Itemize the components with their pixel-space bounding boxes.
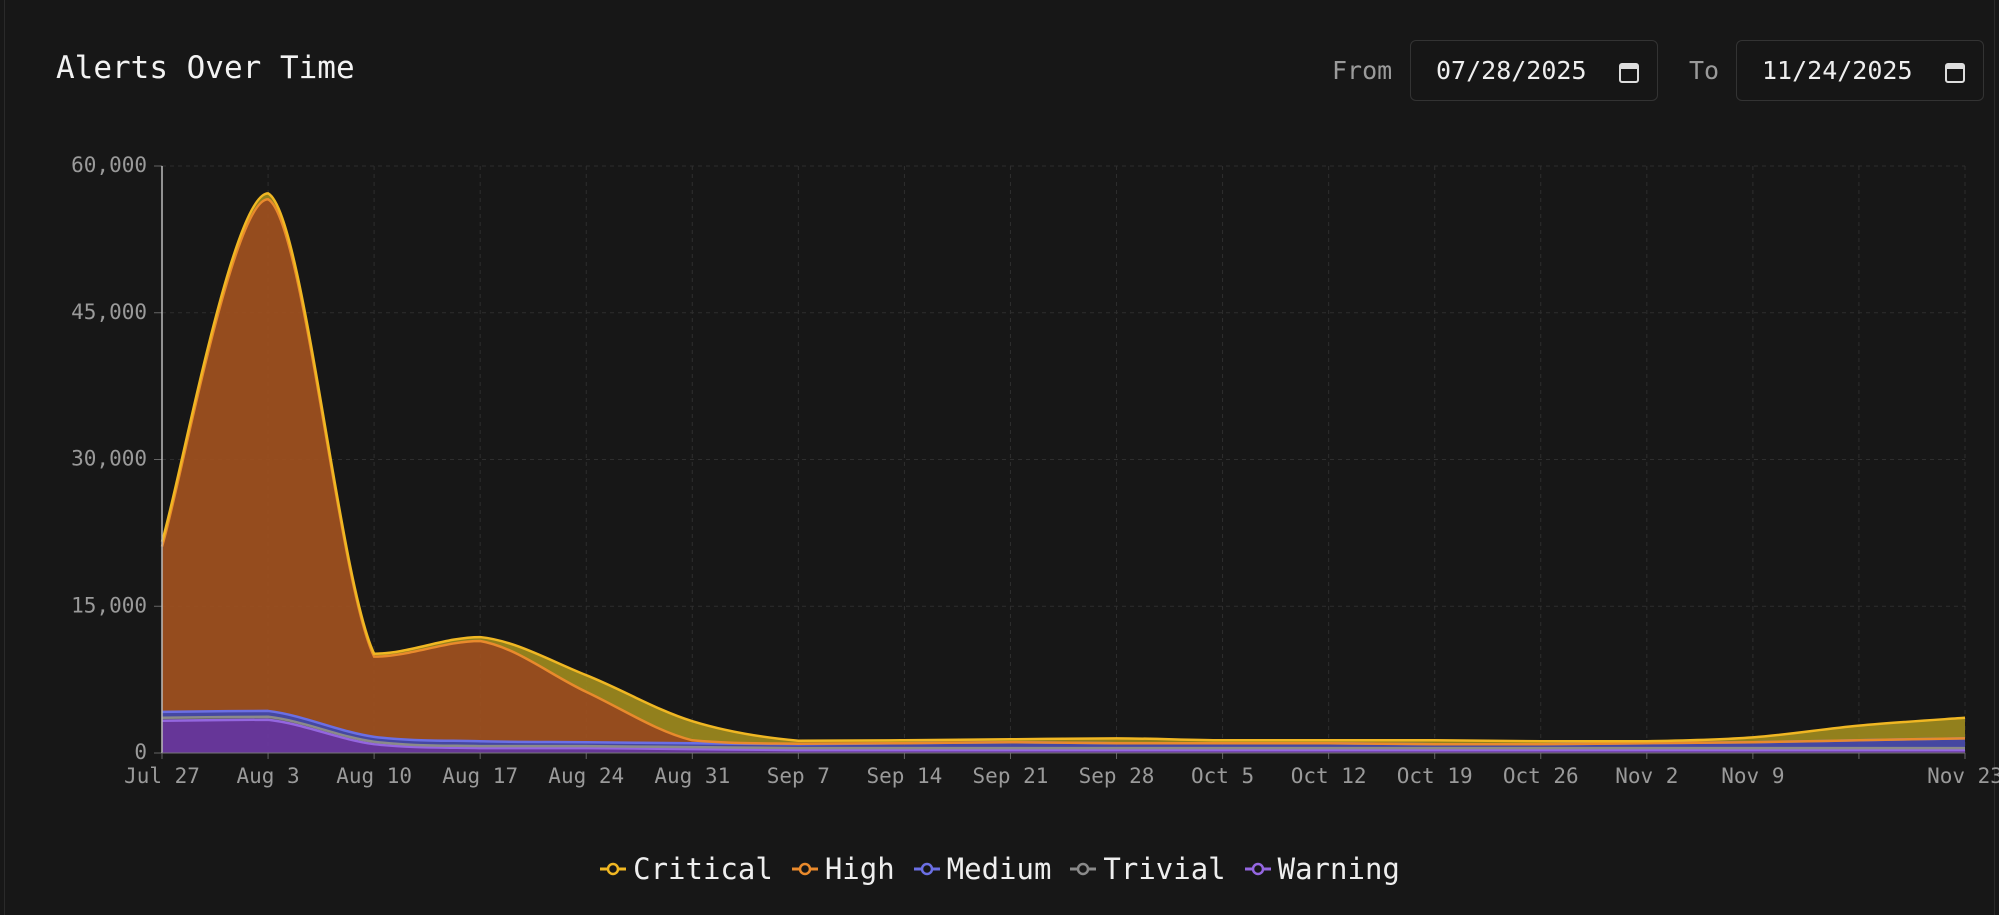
x-tick-label: Oct 26 [1503,764,1579,788]
legend-label: Warning [1277,852,1400,886]
legend-label: Medium [946,852,1052,886]
x-tick-label: Oct 12 [1291,764,1367,788]
legend-item[interactable]: Trivial [1069,852,1226,886]
area [162,710,1965,749]
from-date[interactable]: 07/28/2025 [1410,40,1658,101]
calendar-icon [1619,63,1639,83]
legend-item[interactable]: Critical [599,852,773,886]
legend-swatch [1244,862,1271,876]
x-tick-label: Aug 3 [236,764,299,788]
legend-label: Trivial [1103,852,1226,886]
to-value: 11/24/2025 [1762,56,1913,85]
x-tick-label: Oct 5 [1191,764,1254,788]
x-tick-label: Aug 17 [442,764,518,788]
legend-swatch [1070,862,1097,876]
x-tick-label: Nov 9 [1721,764,1784,788]
x-tick-label: Oct 19 [1397,764,1473,788]
x-tick-label: Sep 28 [1079,764,1155,788]
x-tick-label: Jul 27 [124,764,200,788]
y-tick-label: 0 [134,740,147,764]
legend-label: High [824,852,895,886]
y-tick-label: 45,000 [71,300,147,324]
area [162,199,1965,745]
from-label: From [1332,56,1393,85]
legend-item[interactable]: High [791,852,895,886]
legend-label: Critical [633,852,773,886]
legend-swatch [791,862,818,876]
calendar-icon [1945,63,1965,83]
chart-title: Alerts Over Time [56,50,355,86]
y-tick-label: 15,000 [71,593,147,617]
line [161,715,1965,750]
legend-swatch [913,862,940,876]
x-tick-label: Aug 31 [654,764,730,788]
legend-swatch [600,862,627,876]
y-tick-label: 30,000 [71,447,147,471]
legend-item[interactable]: Warning [1244,852,1400,886]
x-tick-label: Nov 23 [1927,764,1999,788]
area [162,719,1965,753]
x-tick-label: Nov 2 [1615,764,1678,788]
x-tick-label: Sep 14 [866,764,942,788]
chart: 0 15,000 30,000 45,000 60,000 Jul 27 Aug 3 Aug … [71,153,1999,788]
y-tick-label: 60,000 [71,153,147,177]
to-label: To [1689,56,1720,85]
x-tick-label: Sep 7 [767,764,830,788]
line [160,192,1966,743]
from-value: 07/28/2025 [1436,56,1587,85]
legend-item[interactable]: Medium [913,852,1052,886]
x-tick-label: Sep 21 [973,764,1049,788]
legend: Critical High Medium Trivial Warning [0,852,1999,886]
line [161,718,1965,752]
x-tick-label: Aug 24 [548,764,624,788]
x-tick-label: Aug 10 [336,764,412,788]
panel: Alerts Over Time From 07/28/2025 To 11/2… [4,0,1995,915]
to-date[interactable]: 11/24/2025 [1736,40,1984,101]
